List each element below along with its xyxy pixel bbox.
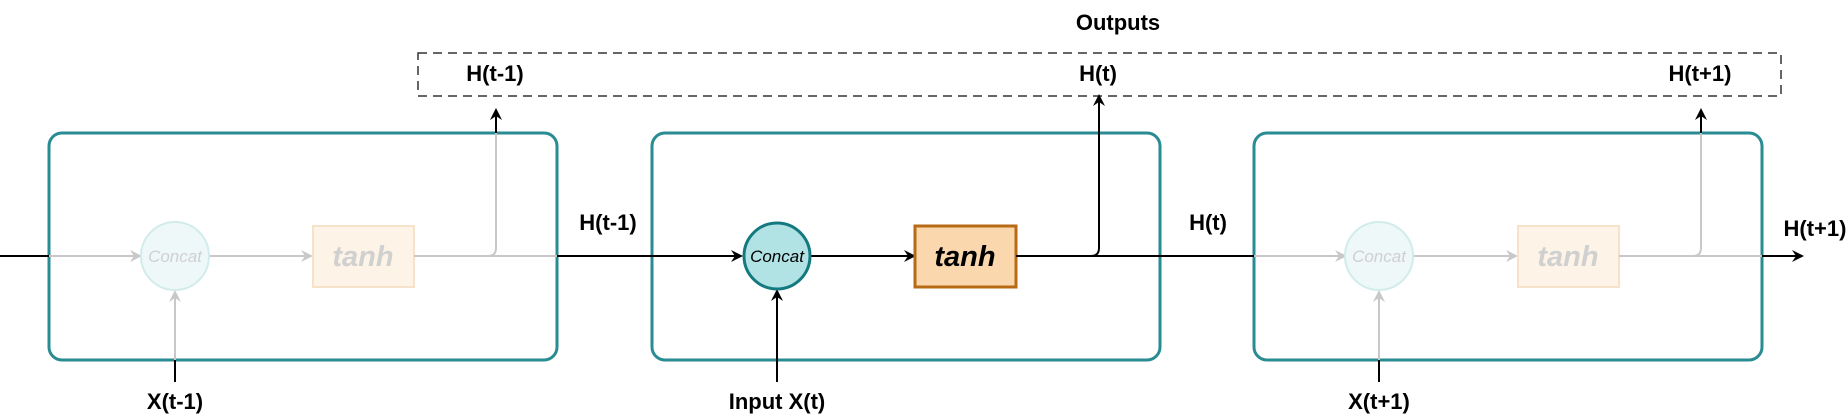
input-label-2: Input X(t) [729, 389, 826, 414]
outputs-title: Outputs [1076, 10, 1160, 35]
rnn-cell-3 [1254, 133, 1762, 360]
output-label-3: H(t+1) [1669, 61, 1732, 86]
rnn-cell-1 [49, 133, 557, 360]
tanh-out-path-2 [1016, 96, 1099, 256]
concat-label-2: Concat [750, 247, 805, 266]
concat-label-1: Concat [148, 247, 203, 266]
concat-label-3: Concat [1352, 247, 1407, 266]
rnn-cell-2 [652, 133, 1160, 360]
hidden-label-2: H(t) [1189, 210, 1227, 235]
hidden-label-3: H(t+1) [1784, 216, 1847, 241]
hidden-label-1: H(t-1) [579, 210, 636, 235]
output-label-1: H(t-1) [466, 61, 523, 86]
tanh-label-3: tanh [1537, 241, 1598, 273]
input-label-3: X(t+1) [1348, 389, 1410, 414]
output-label-2: H(t) [1079, 61, 1117, 86]
input-label-1: X(t-1) [147, 389, 203, 414]
tanh-label-2: tanh [934, 241, 995, 273]
tanh-label-1: tanh [332, 241, 393, 273]
